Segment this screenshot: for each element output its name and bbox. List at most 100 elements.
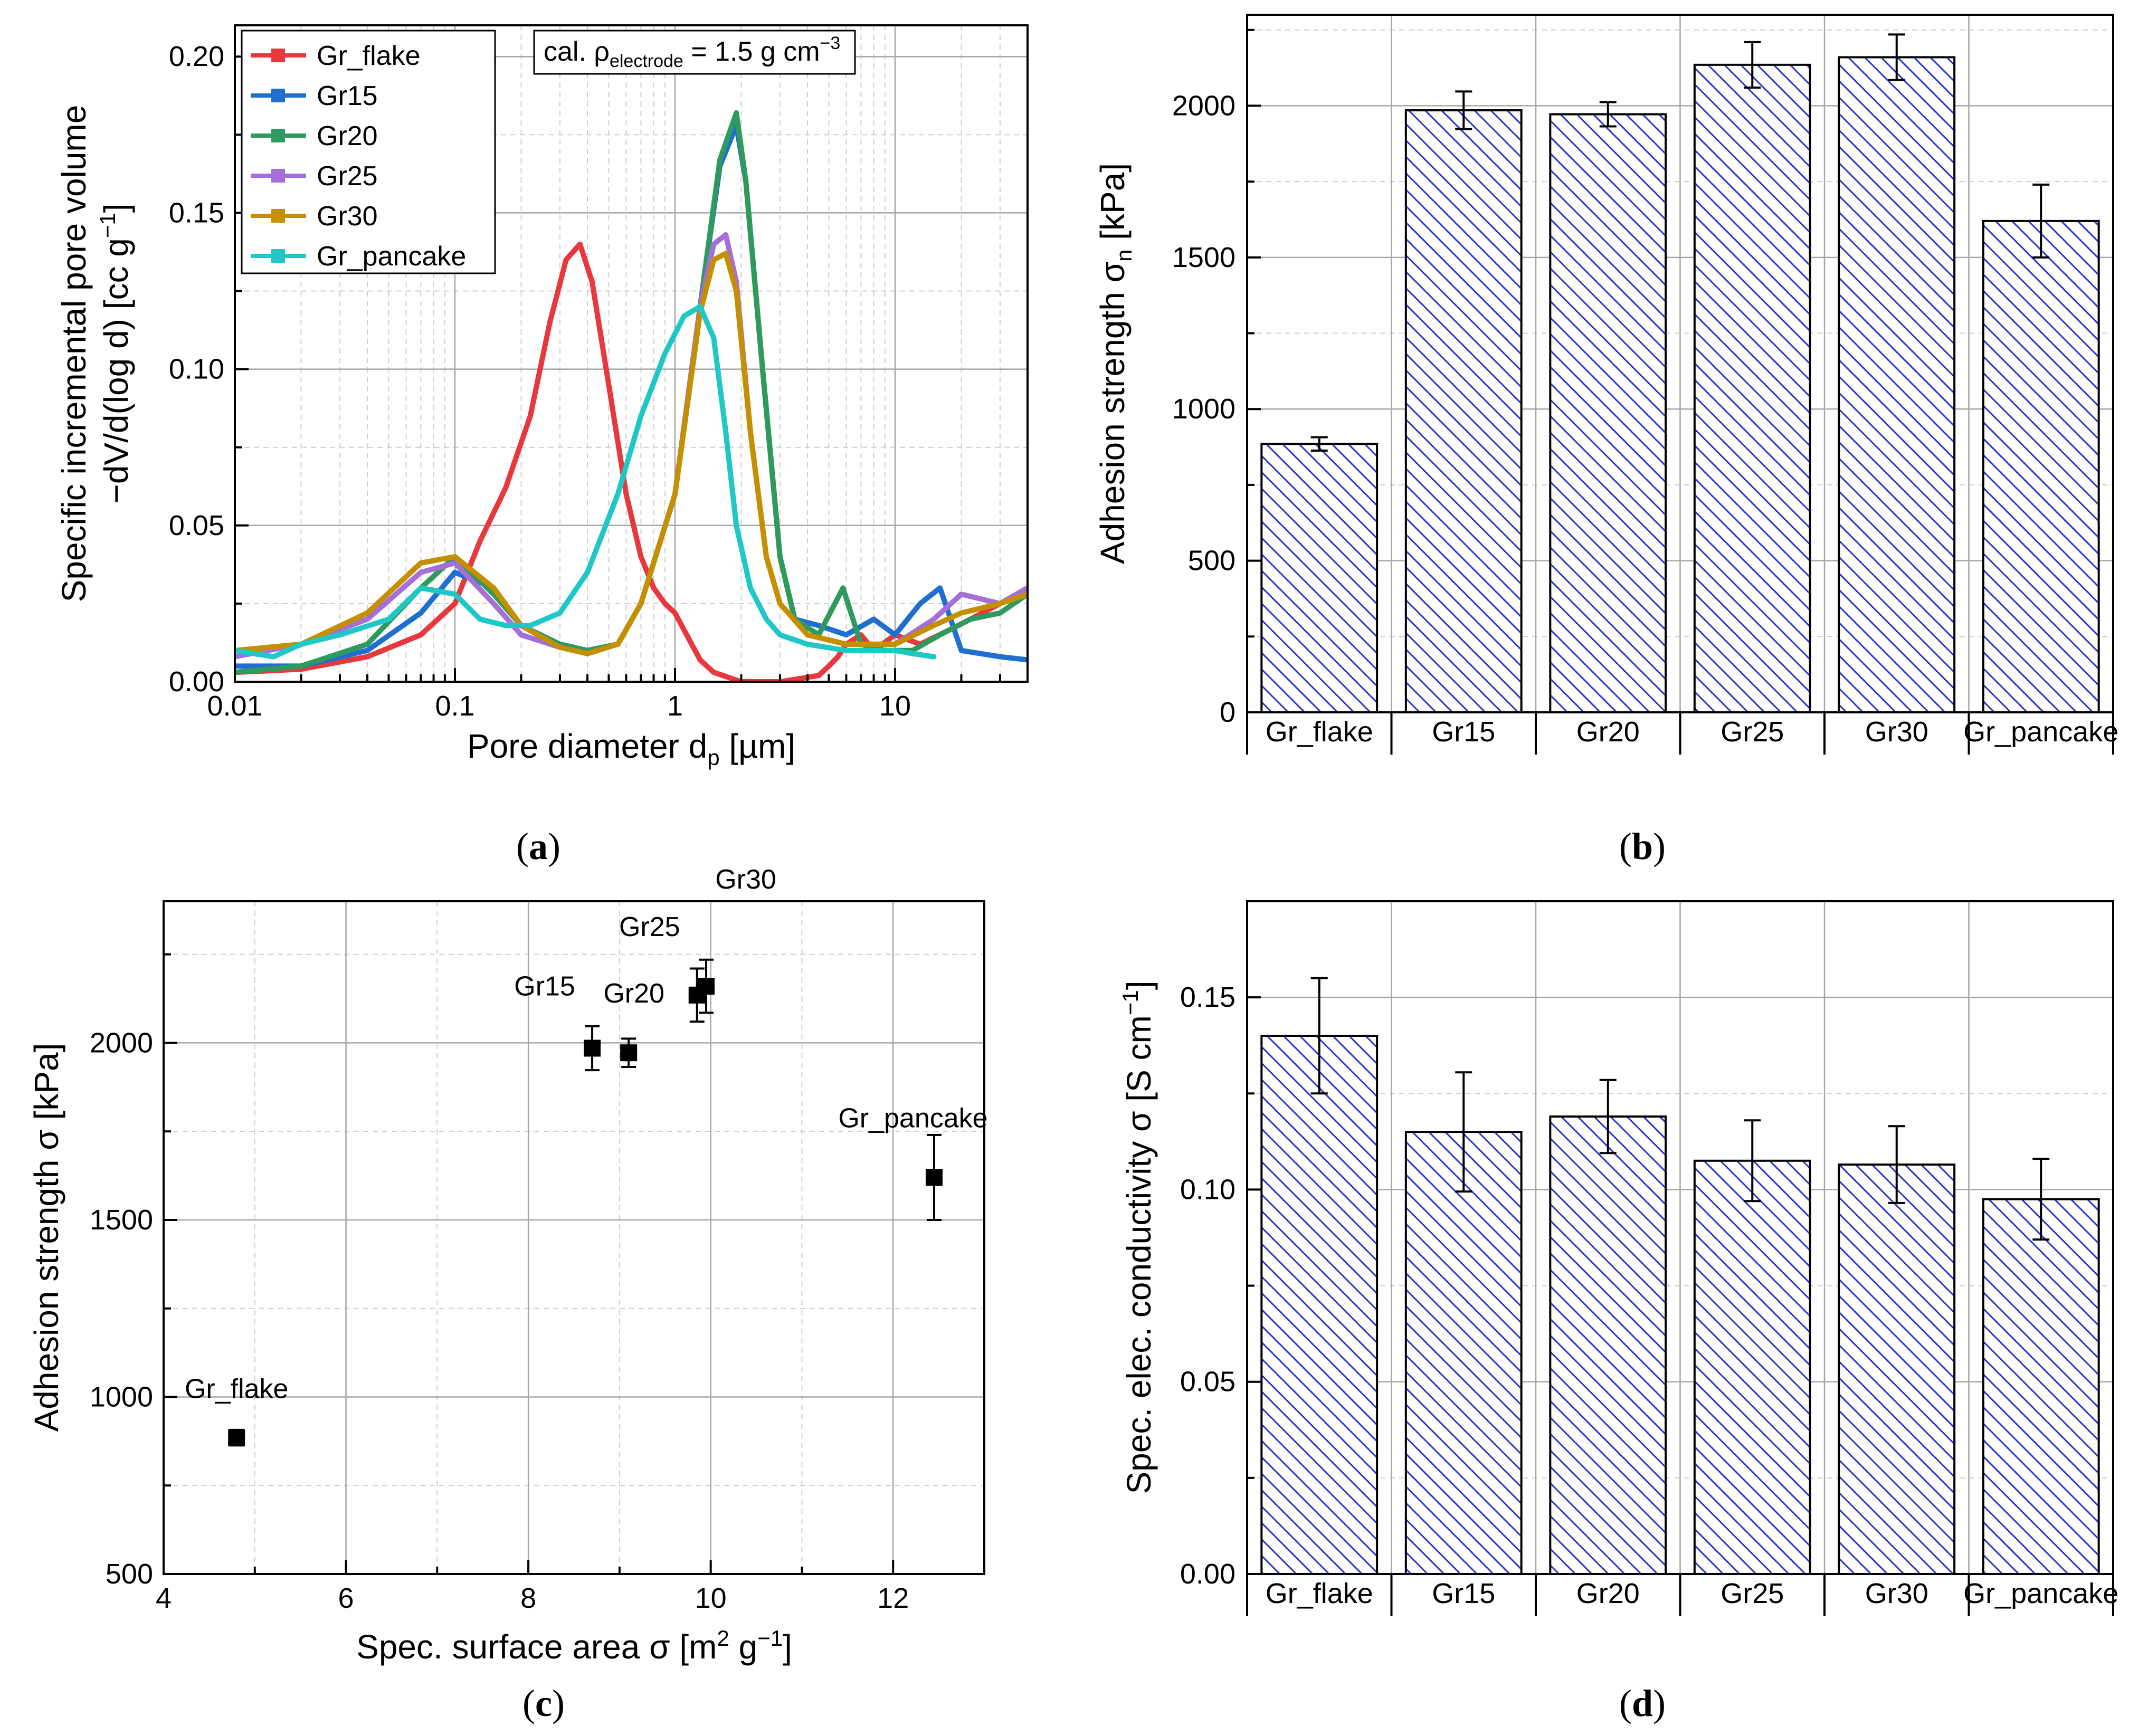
series-line-gr30 [235, 251, 1028, 656]
bar-gr-flake [1260, 443, 1379, 713]
x-tick-label: 12 [877, 1582, 909, 1614]
legend-label: Gr25 [317, 161, 378, 192]
bar-gr15 [1404, 109, 1523, 713]
y-tick-label: 1500 [1172, 242, 1235, 273]
panel-c-label: (c) [522, 1682, 565, 1724]
point-gr30 [698, 978, 715, 995]
x-category-label: Gr_pancake [1963, 1578, 2118, 1609]
legend-marker-gr-flake [271, 49, 285, 62]
point-gr-flake [228, 1429, 245, 1446]
x-category-label: Gr30 [1865, 716, 1928, 748]
panel-d-conductivity-bars: 0.00 0.05 0.10 0.15 Gr_flake Gr15 Gr20 Gr25 Gr30… [1118, 900, 2118, 1724]
y-tick-label: 0.05 [169, 510, 224, 541]
x-category-label: Gr15 [1432, 716, 1495, 748]
y-tick-label: 0 [1220, 697, 1235, 728]
x-category-label: Gr_flake [1266, 716, 1373, 748]
legend-label: Gr20 [317, 121, 378, 151]
y-tick-label: 500 [106, 1558, 153, 1590]
panel-a-pore-size-distribution: 0.01 0.1 1 100.000.050.100.150.20 Gr_flakeG… [55, 24, 1029, 867]
legend-label: Gr_pancake [317, 241, 466, 272]
bar-gr30 [1838, 1163, 1956, 1576]
legend-marker-gr30 [271, 209, 285, 223]
y-tick-label: 500 [1188, 545, 1235, 577]
x-tick-label: 6 [338, 1582, 354, 1614]
point-label: Gr20 [603, 978, 664, 1009]
bar-gr25 [1693, 1159, 1811, 1575]
point-label: Gr15 [514, 971, 575, 1001]
x-tick-label: 4 [156, 1582, 172, 1614]
y-tick-label: 0.20 [169, 41, 224, 72]
bar-gr-flake [1260, 1035, 1379, 1575]
y-tick-label: 0.00 [169, 666, 224, 698]
point-label: Gr_pancake [838, 1103, 987, 1133]
y-tick-label: 0.15 [169, 197, 224, 228]
legend-box [241, 30, 496, 274]
point-gr20 [620, 1044, 638, 1062]
bar-gr-pancake [1982, 220, 2100, 713]
bar-gr-pancake [1982, 1198, 2100, 1575]
x-category-label: Gr20 [1576, 1578, 1640, 1609]
y-tick-label: 0.10 [169, 354, 224, 385]
y-tick-label: 0.05 [1180, 1366, 1235, 1398]
x-category-label: Gr_flake [1266, 1578, 1373, 1609]
y-tick-label: 1000 [1172, 393, 1235, 425]
panel-d-label: (d) [1619, 1682, 1666, 1724]
series-line-gr-pancake [235, 304, 937, 660]
y-tick-label: 0.00 [1180, 1558, 1235, 1590]
x-category-label: Gr25 [1721, 716, 1784, 748]
panel-a-annotation: cal. ρelectrode = 1.5 g cm−3 [533, 30, 856, 75]
bar-gr30 [1838, 56, 1956, 713]
point-label: Gr25 [619, 912, 680, 942]
x-tick-label: 0.1 [435, 690, 474, 722]
point-label: Gr30 [715, 864, 776, 895]
legend-label: Gr_flake [317, 41, 421, 71]
panel-d-grid [1247, 901, 2113, 1575]
x-category-label: Gr_pancake [1963, 716, 2118, 748]
legend-marker-gr25 [271, 169, 285, 183]
panel-b-ticks: 0 500 1000 1500 2000 Gr_flake Gr15 Gr20 Gr25 Gr30… [1172, 28, 2118, 755]
bar-gr15 [1404, 1131, 1523, 1575]
panel-a-y-axis-title-line1: Specific incremental pore volume [55, 105, 93, 603]
panel-c-grid [163, 901, 984, 1575]
panel-c-frame [163, 900, 985, 1575]
x-tick-label: 0.01 [207, 690, 262, 722]
panel-d-y-axis-title: Spec. elec. conductivity σ [S cm−1] [1118, 980, 1158, 1494]
point-gr15 [584, 1039, 601, 1057]
panel-a-x-axis-title: Pore diameter dp [µm] [467, 727, 795, 770]
panel-d-ticks: 0.00 0.05 0.10 0.15 Gr_flake Gr15 Gr20 Gr25 Gr30… [1180, 981, 2118, 1616]
x-tick-label: 1 [667, 690, 683, 722]
legend-label: Gr15 [317, 81, 378, 111]
legend-marker-gr-pancake [271, 249, 285, 263]
panel-b-bars [1260, 33, 2100, 714]
x-tick-label: 10 [695, 1582, 727, 1614]
panel-d-bars [1260, 977, 2100, 1576]
x-category-label: Gr20 [1576, 716, 1640, 748]
x-tick-label: 8 [520, 1582, 536, 1614]
point-label: Gr_flake [185, 1374, 289, 1405]
x-category-label: Gr30 [1865, 1578, 1928, 1609]
panel-a-legend: Gr_flake Gr15 Gr20 Gr25 Gr30 Gr_pancake [241, 30, 496, 274]
y-tick-label: 2000 [90, 1027, 153, 1058]
x-category-label: Gr15 [1432, 1578, 1495, 1609]
panel-c-x-axis-title: Spec. surface area σ [m2 g−1] [356, 1626, 792, 1666]
point-gr-pancake [925, 1169, 943, 1186]
y-tick-label: 1500 [90, 1204, 153, 1236]
panel-a-label: (a) [516, 825, 560, 867]
panel-b-y-axis-title: Adhesion strength σn [kPa] [1094, 163, 1136, 564]
y-tick-label: 1000 [90, 1381, 153, 1413]
legend-label: Gr30 [317, 201, 378, 232]
panel-a-ticks: 0.01 0.1 1 10 0.00 0.05 0.10 0.15 0.20 [169, 41, 1029, 722]
bar-gr20 [1549, 1115, 1667, 1575]
annotation-box [533, 30, 856, 75]
y-tick-label: 0.10 [1180, 1174, 1235, 1205]
y-tick-label: 2000 [1172, 90, 1235, 121]
x-category-label: Gr25 [1721, 1578, 1784, 1609]
panel-c-y-axis-title: Adhesion strength σ [kPa] [27, 1043, 65, 1432]
panel-c-points: Gr_flake Gr15 Gr20 Gr25 Gr30 Gr_pancake [185, 864, 988, 1447]
panel-b-adhesion-bars: 0 500 1000 1500 2000 Gr_flake Gr15 Gr20 Gr25 Gr30… [1094, 14, 2118, 867]
panel-b-label: (b) [1619, 825, 1666, 867]
annotation-text: cal. ρelectrode = 1.5 g cm−3 [544, 33, 840, 71]
x-tick-label: 10 [879, 690, 911, 722]
panel-b-grid [1247, 15, 2113, 713]
